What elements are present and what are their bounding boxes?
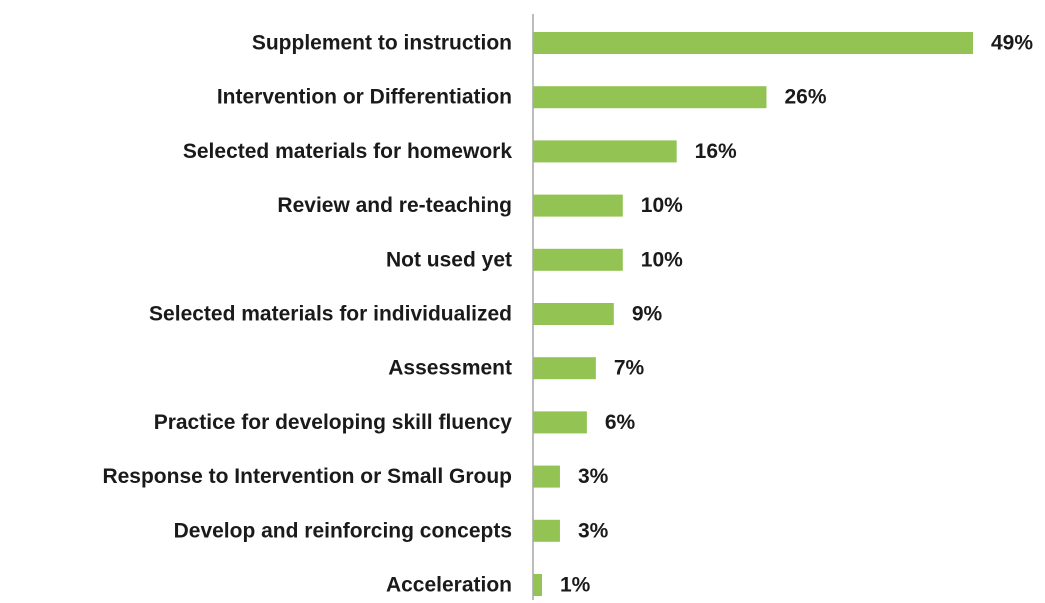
value-label: 49% bbox=[991, 32, 1033, 55]
bar bbox=[533, 32, 973, 54]
category-label: Selected materials for individualized bbox=[149, 303, 512, 326]
value-label: 7% bbox=[614, 357, 645, 380]
category-label: Acceleration bbox=[386, 574, 512, 597]
value-label: 16% bbox=[695, 140, 737, 163]
bar bbox=[533, 248, 623, 271]
bar bbox=[533, 411, 587, 434]
bar bbox=[533, 519, 560, 542]
category-label: Review and re-teaching bbox=[277, 194, 512, 217]
value-label: 26% bbox=[784, 86, 826, 109]
bar bbox=[533, 140, 677, 163]
value-label: 1% bbox=[560, 574, 591, 597]
category-label: Selected materials for homework bbox=[183, 140, 512, 163]
bar bbox=[533, 574, 542, 596]
category-label: Intervention or Differentiation bbox=[217, 86, 512, 109]
value-label: 3% bbox=[578, 519, 609, 542]
value-label: 6% bbox=[605, 411, 636, 434]
bar bbox=[533, 303, 614, 325]
category-label: Practice for developing skill fluency bbox=[154, 411, 513, 434]
category-label: Assessment bbox=[388, 357, 512, 380]
category-label: Develop and reinforcing concepts bbox=[174, 519, 512, 542]
value-label: 10% bbox=[641, 194, 683, 217]
bar bbox=[533, 465, 560, 488]
bar bbox=[533, 357, 596, 380]
category-label: Supplement to instruction bbox=[252, 32, 512, 55]
category-label: Not used yet bbox=[386, 248, 512, 271]
bar bbox=[533, 194, 623, 217]
value-label: 3% bbox=[578, 465, 609, 488]
value-label: 10% bbox=[641, 248, 683, 271]
value-label: 9% bbox=[632, 303, 663, 326]
bar bbox=[533, 86, 767, 109]
category-label: Response to Intervention or Small Group bbox=[102, 465, 512, 488]
